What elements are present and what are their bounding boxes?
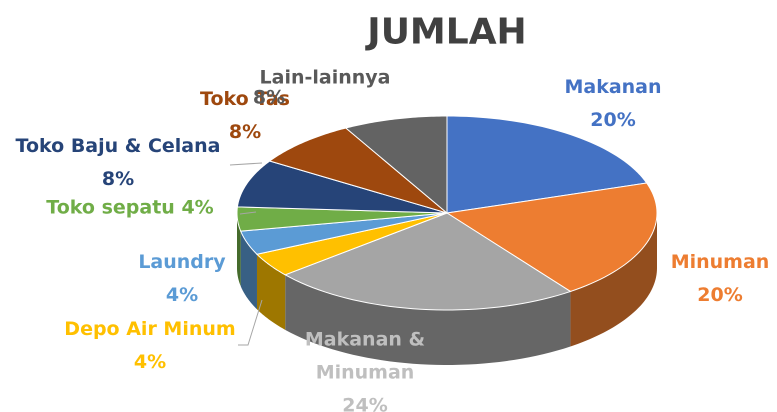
data-label: Lain-lainnya 8%	[253, 62, 395, 109]
slice-side	[570, 213, 657, 347]
data-label: Toko Baju & Celana 8%	[3, 130, 233, 196]
label-value: 24%	[342, 394, 388, 412]
label-name: Makanan	[564, 76, 662, 98]
leader-line	[238, 299, 263, 346]
slice	[239, 212, 448, 255]
slice-side	[256, 254, 286, 330]
leader-line	[229, 162, 263, 166]
slice	[268, 127, 448, 214]
label-value: 8%	[101, 168, 135, 190]
data-label: Laundry 4%	[122, 246, 242, 312]
slice	[236, 206, 448, 232]
data-label: Makanan & Minuman 24%	[290, 324, 440, 412]
leader-line	[239, 211, 257, 215]
label-value: 20%	[590, 109, 636, 131]
data-label: Toko Tas 8%	[190, 83, 300, 149]
slice	[446, 115, 648, 214]
label-value: 4%	[181, 196, 214, 219]
label-name: Lain-lainnya	[259, 66, 391, 89]
label-name: Minuman	[670, 251, 770, 273]
slice	[344, 115, 448, 215]
label-value: 4%	[133, 351, 167, 373]
label-value: 8%	[228, 121, 262, 143]
slice-side	[285, 274, 571, 365]
slice	[445, 182, 658, 293]
slice	[236, 160, 448, 214]
chart-title: JUMLAH	[367, 11, 527, 53]
data-label: Depo Air Minum 4%	[60, 313, 240, 379]
data-label: Toko sepatu 4%	[30, 192, 230, 225]
label-name: Toko Tas	[200, 88, 290, 110]
label-name: Laundry	[138, 251, 226, 273]
label-value: 4%	[165, 284, 199, 306]
data-label: Makanan 20%	[543, 71, 683, 137]
label-value: 20%	[697, 284, 743, 306]
label-value: 8%	[252, 86, 286, 109]
label-name: Depo Air Minum	[64, 318, 236, 340]
data-label: Minuman 20%	[660, 246, 777, 312]
slice-side	[237, 213, 241, 287]
slice	[283, 212, 572, 311]
label-name: Makanan & Minuman	[304, 328, 426, 384]
label-name: Toko Baju & Celana	[15, 135, 221, 157]
label-name: Toko sepatu	[46, 196, 175, 219]
slice	[255, 212, 448, 276]
